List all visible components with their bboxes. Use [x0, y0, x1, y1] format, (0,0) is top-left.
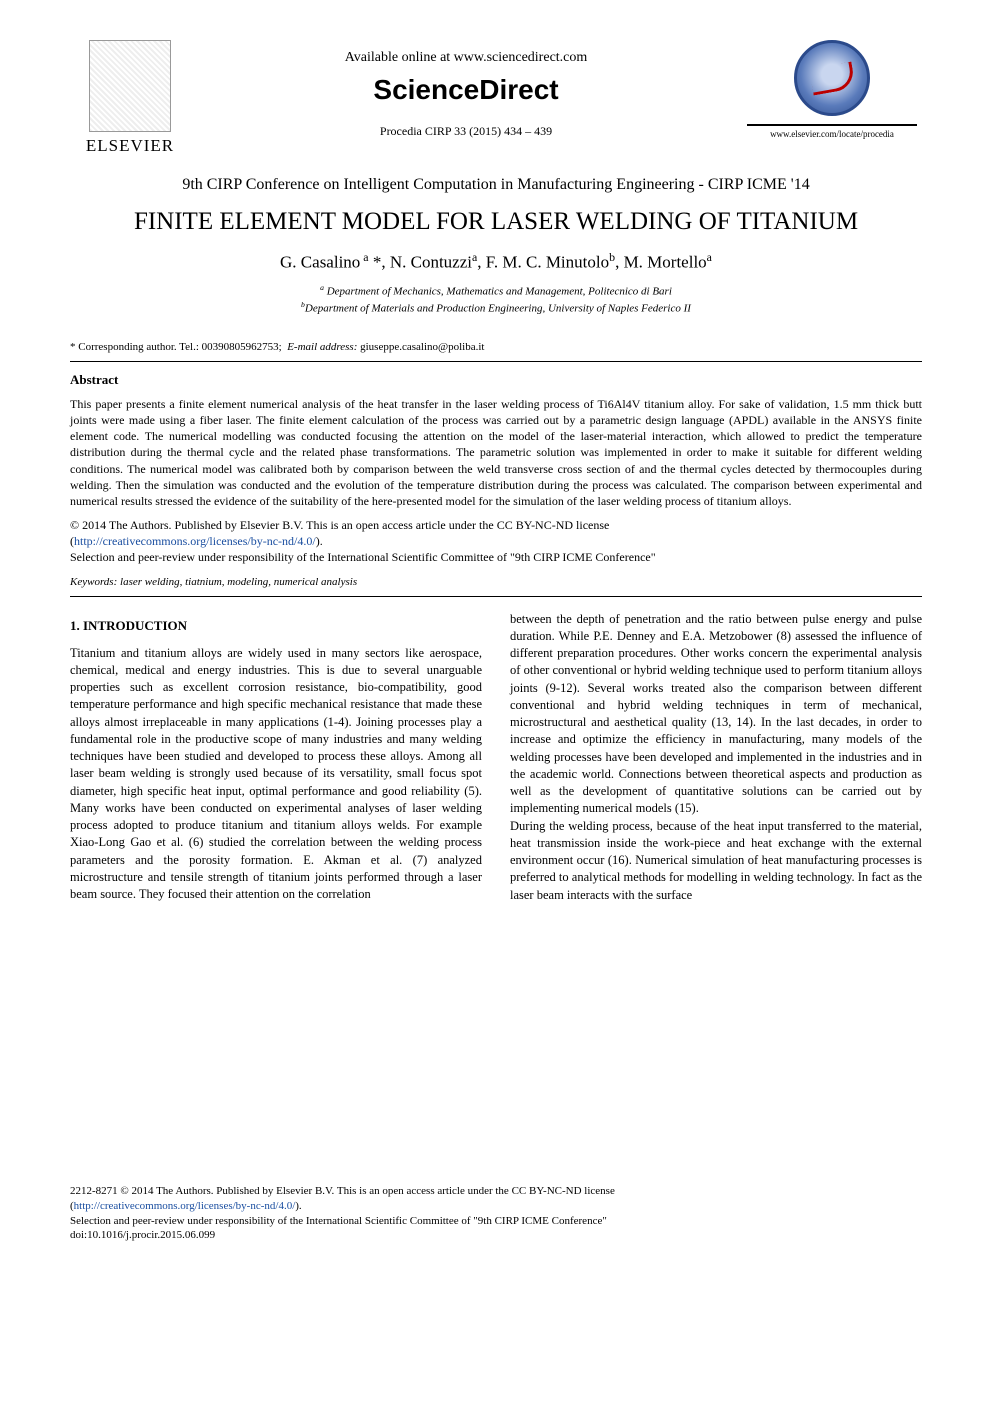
divider-top: [70, 361, 922, 362]
sciencedirect-brand: ScienceDirect: [210, 74, 722, 106]
procedia-url: www.elsevier.com/locate/procedia: [770, 129, 894, 139]
conference-name: 9th CIRP Conference on Intelligent Compu…: [70, 176, 922, 194]
keywords-line: Keywords: laser welding, tiatnium, model…: [70, 576, 922, 588]
publisher-logo-block: ELSEVIER: [70, 40, 190, 156]
elsevier-label: ELSEVIER: [86, 136, 174, 156]
footer-peer-review: Selection and peer-review under responsi…: [70, 1215, 607, 1227]
footer-license-link[interactable]: http://creativecommons.org/licenses/by-n…: [74, 1200, 296, 1212]
divider-bottom: [70, 596, 922, 597]
affiliation-b: bDepartment of Materials and Production …: [70, 300, 922, 317]
section-1-heading: 1. INTRODUCTION: [70, 617, 482, 635]
elsevier-tree-icon: [89, 40, 171, 132]
license-link[interactable]: http://creativecommons.org/licenses/by-n…: [74, 534, 316, 548]
cirp-logo-icon: [794, 40, 870, 116]
keywords-label: Keywords:: [70, 576, 117, 588]
abstract-body: This paper presents a finite element num…: [70, 396, 922, 509]
logo-underline: [747, 124, 917, 126]
journal-logo-block: www.elsevier.com/locate/procedia: [742, 40, 922, 139]
copyright-block: © 2014 The Authors. Published by Elsevie…: [70, 517, 922, 566]
available-online-text: Available online at www.sciencedirect.co…: [210, 50, 722, 66]
footer-block: 2212-8271 © 2014 The Authors. Published …: [70, 1184, 922, 1243]
right-column: between the depth of penetration and the…: [510, 611, 922, 904]
center-header: Available online at www.sciencedirect.co…: [190, 40, 742, 139]
left-column-text: Titanium and titanium alloys are widely …: [70, 645, 482, 904]
affiliation-a-text: Department of Mechanics, Mathematics and…: [327, 285, 672, 297]
affiliation-b-text: Department of Materials and Production E…: [305, 302, 691, 314]
affiliation-a: a Department of Mechanics, Mathematics a…: [70, 283, 922, 300]
right-column-text: between the depth of penetration and the…: [510, 611, 922, 904]
body-columns: 1. INTRODUCTION Titanium and titanium al…: [70, 611, 922, 904]
left-column: 1. INTRODUCTION Titanium and titanium al…: [70, 611, 482, 904]
paper-page: ELSEVIER Available online at www.science…: [0, 0, 992, 1283]
peer-review-line: Selection and peer-review under responsi…: [70, 550, 656, 564]
footer-line1: 2212-8271 © 2014 The Authors. Published …: [70, 1185, 615, 1197]
copyright-line1: © 2014 The Authors. Published by Elsevie…: [70, 518, 609, 532]
procedia-citation: Procedia CIRP 33 (2015) 434 – 439: [210, 124, 722, 139]
authors-line: G. Casalino a *, N. Contuzzia, F. M. C. …: [70, 250, 922, 273]
corresponding-author: * Corresponding author. Tel.: 0039080596…: [70, 341, 922, 353]
abstract-heading: Abstract: [70, 372, 922, 388]
keywords-text: laser welding, tiatnium, modeling, numer…: [117, 576, 357, 588]
footer-doi: doi:10.1016/j.procir.2015.06.099: [70, 1229, 215, 1241]
header-row: ELSEVIER Available online at www.science…: [70, 40, 922, 156]
paper-title: FINITE ELEMENT MODEL FOR LASER WELDING O…: [70, 208, 922, 236]
